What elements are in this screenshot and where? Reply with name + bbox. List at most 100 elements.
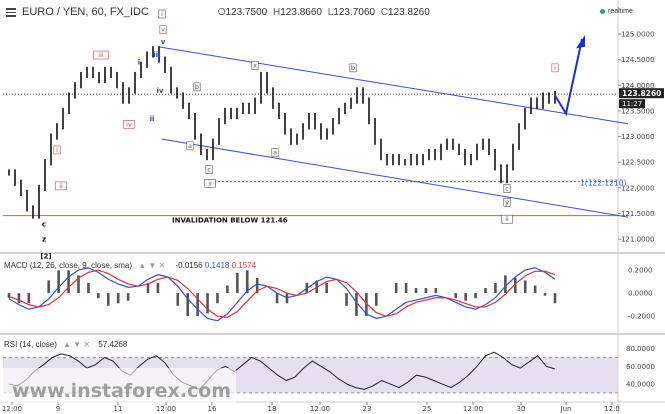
ohlc-open: 123.7500	[225, 7, 268, 18]
wave-label-a-1-box	[186, 141, 194, 151]
wave-label-x-box	[251, 61, 259, 70]
macd-y-tick-label: -0.2000	[628, 313, 655, 321]
wave-label-iv-red-box	[123, 120, 135, 129]
y-tick-label: 124.0000	[621, 82, 654, 90]
macd-y-tick-label: 0.2000	[628, 267, 653, 275]
wave-label-ii-red: ii	[59, 182, 63, 190]
channel-lower-line	[161, 138, 629, 218]
wave-label-x: x	[253, 61, 257, 69]
wave-label-i-box-box	[158, 9, 166, 19]
rsi-header: RSI (14, close) ▲ ▼ ✕ 57.4268	[4, 340, 128, 349]
x-tick-label: 25	[423, 405, 432, 413]
wave-label-b-2-box	[349, 63, 357, 73]
x-tick-label: Jun	[560, 405, 572, 413]
watermark-bg	[0, 368, 236, 404]
watermark-text: www.instaforex.com	[12, 380, 231, 402]
wave-label-iii-red-box	[93, 50, 109, 60]
wave-label-i-blue: i	[138, 59, 140, 67]
wave-label-ii-1: ii	[208, 179, 212, 187]
macd-signal-value: 0.1574	[231, 261, 257, 270]
wave-label-ii-2: ii	[505, 215, 509, 223]
wave-label-i-box: i	[161, 10, 163, 18]
wave-label-a-1: a	[188, 142, 192, 150]
macd-hist-value: -0.0156	[175, 261, 203, 270]
y-tick-label: 121.5000	[621, 210, 654, 218]
wave-label-ii-1-box	[204, 179, 216, 188]
x-tick-label: 12:00	[156, 405, 176, 413]
wave-label-b-1: b	[195, 83, 199, 91]
y-tick-label: 124.5000	[621, 56, 654, 64]
y-tick-label: 122.5000	[621, 159, 654, 167]
wave-label-v-red-box	[159, 25, 167, 34]
macd-line	[8, 267, 556, 322]
y-tick-label: 123.5000	[621, 107, 654, 115]
countdown-tag	[619, 99, 645, 109]
current-price-tag	[619, 88, 664, 99]
ohlc-low: 123.7060	[333, 7, 376, 18]
wave-label-ii-2-box	[501, 214, 513, 224]
target-label: 1(122.1210)	[580, 179, 626, 188]
y-tick-label: 125.0000	[621, 30, 654, 38]
rsi-value: 57.4268	[98, 340, 128, 349]
x-tick-label: 12:00	[463, 405, 483, 413]
wave-label-b-1-box	[193, 82, 201, 92]
projection-path	[554, 38, 583, 117]
rsi-y-tick-label: 60.0000	[626, 363, 655, 371]
x-tick-label: 12:0	[604, 405, 620, 413]
signal-line	[8, 269, 556, 318]
wave-label-v-blue: v	[161, 38, 166, 46]
invalidation-label: INVALIDATION BELOW 121.46	[172, 217, 288, 225]
wave-label-iv-blue: iv	[157, 87, 164, 95]
realtime-indicator: realtime	[600, 8, 633, 15]
y-tick-label: 122.0000	[621, 184, 654, 192]
wave-label-a-2: a	[273, 149, 277, 157]
x-tick-label: 23	[363, 405, 372, 413]
wave-label-i-red: i	[56, 146, 58, 154]
ohlc-high: 123.8660	[280, 7, 322, 18]
macd-line-value: 0.1418	[204, 261, 230, 270]
wave-label-y-box	[503, 197, 511, 207]
x-tick-label: 9	[56, 405, 60, 413]
wave-label-z: z	[42, 236, 46, 244]
chart-header: EURO / YEN, 60, FX_IDC O123.7500 H123.86…	[22, 6, 430, 18]
wave-label-i-red-2: i	[554, 64, 556, 72]
wave-label-c: c	[42, 220, 46, 228]
x-tick-label: 18	[268, 405, 277, 413]
y-tick-label: 121.0000	[621, 236, 654, 244]
rsi-line	[8, 351, 556, 390]
wave-label-iv-red: iv	[126, 120, 132, 128]
x-tick-label: 12:00	[2, 405, 22, 413]
projection-arrow-icon	[576, 34, 585, 49]
symbol-title: EURO / YEN, 60, FX_IDC	[22, 6, 149, 18]
wave-label-ii-blue: ii	[150, 115, 155, 123]
macd-label: MACD (12, 26, close, 9, close, sma)	[4, 261, 133, 270]
rsi-y-tick-label: 80.0000	[626, 345, 655, 353]
realtime-label: realtime	[608, 8, 633, 15]
current-price-label: 123.8260	[622, 89, 661, 98]
countdown-label: 11:27	[622, 100, 642, 108]
wave-label-y: y	[505, 198, 509, 206]
wave-label-ii-red-box	[55, 181, 67, 191]
wave-label-2: [2]	[40, 253, 51, 261]
wave-label-c-2-box	[503, 184, 511, 193]
macd-y-tick-label: 0.0000	[628, 290, 653, 298]
x-tick-label: 16	[208, 405, 217, 413]
x-tick-label: 30	[517, 405, 526, 413]
y-tick-label: 123.0000	[621, 133, 654, 141]
wave-label-c-1: c	[207, 165, 211, 173]
wave-label-c-1-box	[205, 165, 213, 174]
rsi-y-tick-label: 40.0000	[626, 381, 655, 389]
ohlc-close: 123.8260	[388, 7, 430, 18]
channel-upper-line	[157, 46, 629, 125]
rsi-label: RSI (14, close)	[4, 340, 57, 349]
wave-label-i-red-2-box	[551, 63, 559, 73]
wave-label-iii-blue: iii	[153, 51, 160, 59]
macd-header: MACD (12, 26, close, 9, close, sma) ▲ ▼ …	[4, 261, 257, 270]
menu-icon[interactable]	[6, 8, 16, 17]
wave-label-i-red-box	[53, 145, 61, 155]
wave-label-iii-red: iii	[98, 51, 104, 59]
wave-label-a-2-box	[271, 148, 279, 157]
x-tick-label: 11	[114, 405, 123, 413]
